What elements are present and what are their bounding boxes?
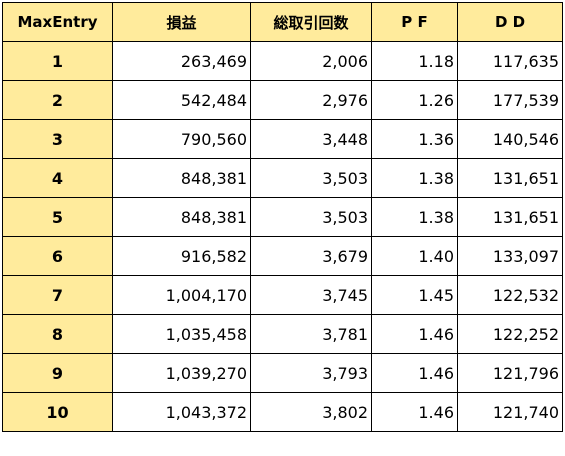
cell-maxentry: 7 — [2, 275, 113, 315]
cell-total-trades: 3,802 — [250, 392, 372, 432]
cell-profit: 263,469 — [112, 41, 251, 81]
cell-total-trades: 3,781 — [250, 314, 372, 354]
cell-total-trades: 3,448 — [250, 119, 372, 159]
cell-pf: 1.36 — [371, 119, 458, 159]
table-row: 6 916,582 3,679 1.40 133,097 — [2, 236, 563, 276]
cell-total-trades: 3,679 — [250, 236, 372, 276]
cell-pf: 1.46 — [371, 353, 458, 393]
table-row: 4 848,381 3,503 1.38 131,651 — [2, 158, 563, 198]
cell-total-trades: 3,745 — [250, 275, 372, 315]
results-table: MaxEntry 損益 総取引回数 P F D D 1 263,469 2,00… — [2, 2, 563, 432]
cell-dd: 121,796 — [457, 353, 563, 393]
cell-pf: 1.45 — [371, 275, 458, 315]
cell-pf: 1.26 — [371, 80, 458, 120]
cell-profit: 916,582 — [112, 236, 251, 276]
table-row: 10 1,043,372 3,802 1.46 121,740 — [2, 392, 563, 432]
table-row: 2 542,484 2,976 1.26 177,539 — [2, 80, 563, 120]
cell-pf: 1.18 — [371, 41, 458, 81]
cell-maxentry: 4 — [2, 158, 113, 198]
table-row: 7 1,004,170 3,745 1.45 122,532 — [2, 275, 563, 315]
table-row: 3 790,560 3,448 1.36 140,546 — [2, 119, 563, 159]
cell-total-trades: 2,006 — [250, 41, 372, 81]
cell-pf: 1.38 — [371, 197, 458, 237]
cell-maxentry: 10 — [2, 392, 113, 432]
cell-pf: 1.46 — [371, 392, 458, 432]
cell-dd: 140,546 — [457, 119, 563, 159]
header-maxentry: MaxEntry — [2, 2, 113, 42]
cell-profit: 1,039,270 — [112, 353, 251, 393]
cell-pf: 1.46 — [371, 314, 458, 354]
cell-dd: 122,252 — [457, 314, 563, 354]
header-dd: D D — [457, 2, 563, 42]
table-row: 5 848,381 3,503 1.38 131,651 — [2, 197, 563, 237]
cell-maxentry: 9 — [2, 353, 113, 393]
header-row: MaxEntry 損益 総取引回数 P F D D — [2, 2, 563, 42]
cell-maxentry: 6 — [2, 236, 113, 276]
cell-profit: 542,484 — [112, 80, 251, 120]
cell-maxentry: 5 — [2, 197, 113, 237]
cell-dd: 131,651 — [457, 197, 563, 237]
cell-total-trades: 3,503 — [250, 197, 372, 237]
header-profit: 損益 — [112, 2, 251, 42]
cell-dd: 117,635 — [457, 41, 563, 81]
cell-profit: 790,560 — [112, 119, 251, 159]
cell-dd: 133,097 — [457, 236, 563, 276]
cell-maxentry: 8 — [2, 314, 113, 354]
cell-profit: 848,381 — [112, 158, 251, 198]
cell-maxentry: 1 — [2, 41, 113, 81]
cell-profit: 1,004,170 — [112, 275, 251, 315]
cell-total-trades: 2,976 — [250, 80, 372, 120]
cell-maxentry: 2 — [2, 80, 113, 120]
table-row: 1 263,469 2,006 1.18 117,635 — [2, 41, 563, 81]
cell-total-trades: 3,793 — [250, 353, 372, 393]
header-total-trades: 総取引回数 — [250, 2, 372, 42]
cell-dd: 121,740 — [457, 392, 563, 432]
table-body: 1 263,469 2,006 1.18 117,635 2 542,484 2… — [2, 41, 563, 432]
cell-maxentry: 3 — [2, 119, 113, 159]
table-row: 9 1,039,270 3,793 1.46 121,796 — [2, 353, 563, 393]
cell-profit: 848,381 — [112, 197, 251, 237]
cell-dd: 131,651 — [457, 158, 563, 198]
header-pf: P F — [371, 2, 458, 42]
table-header: MaxEntry 損益 総取引回数 P F D D — [2, 2, 563, 42]
cell-pf: 1.38 — [371, 158, 458, 198]
cell-profit: 1,043,372 — [112, 392, 251, 432]
table-row: 8 1,035,458 3,781 1.46 122,252 — [2, 314, 563, 354]
cell-dd: 122,532 — [457, 275, 563, 315]
cell-total-trades: 3,503 — [250, 158, 372, 198]
cell-profit: 1,035,458 — [112, 314, 251, 354]
cell-pf: 1.40 — [371, 236, 458, 276]
cell-dd: 177,539 — [457, 80, 563, 120]
